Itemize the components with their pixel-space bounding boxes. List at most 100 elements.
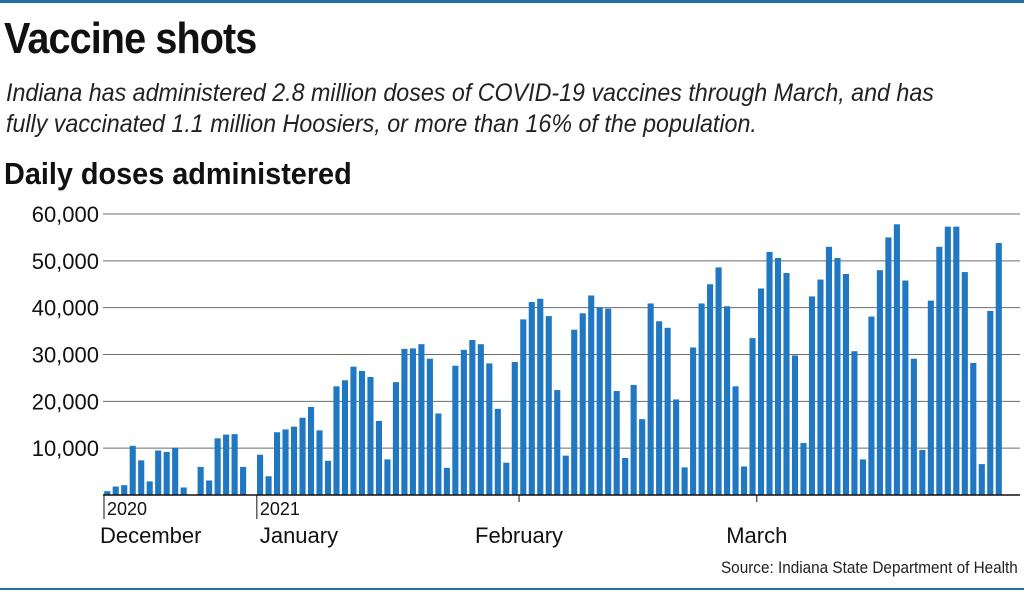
bar xyxy=(868,316,875,495)
bar xyxy=(724,306,731,495)
bar xyxy=(477,344,484,495)
bar xyxy=(834,258,841,495)
bar xyxy=(639,419,646,495)
bar xyxy=(681,467,688,495)
bar xyxy=(579,313,586,495)
bar xyxy=(919,450,926,495)
y-axis-tick-labels: 10,000 20,000 30,000 40,000 50,000 60,000 xyxy=(32,202,99,461)
bar xyxy=(452,365,459,495)
month-label: February xyxy=(475,523,563,548)
bar xyxy=(392,382,399,495)
bar xyxy=(206,480,213,495)
bar xyxy=(426,358,433,495)
bar xyxy=(647,303,654,495)
y-tick-label: 10,000 xyxy=(32,436,99,461)
bar xyxy=(876,270,883,495)
bar xyxy=(757,288,765,495)
bar xyxy=(197,466,204,495)
x-axis: 2020 2021 December January February March xyxy=(100,494,1020,548)
bar xyxy=(341,380,349,495)
bar xyxy=(350,366,357,495)
bar xyxy=(537,298,544,495)
bar xyxy=(435,413,442,495)
bar xyxy=(987,310,994,495)
bar xyxy=(494,408,501,495)
bar xyxy=(732,386,739,495)
bar xyxy=(978,464,985,495)
bar xyxy=(316,430,323,495)
bar xyxy=(885,237,892,495)
bar xyxy=(613,391,620,495)
page-subtitle: Indiana has administered 2.8 million dos… xyxy=(6,79,934,138)
bar xyxy=(155,450,162,495)
bar xyxy=(910,358,917,495)
bar xyxy=(774,258,782,495)
bar xyxy=(520,319,527,495)
bar xyxy=(808,296,816,495)
bar xyxy=(707,284,714,495)
bar xyxy=(791,355,799,495)
bar xyxy=(630,384,637,495)
bar xyxy=(783,273,790,495)
bar xyxy=(257,454,264,495)
bar xyxy=(460,349,467,495)
y-tick-label: 40,000 xyxy=(32,296,99,321)
bar xyxy=(571,329,578,495)
bar xyxy=(588,295,595,495)
top-rule xyxy=(0,0,1024,3)
page-title: Vaccine shots xyxy=(4,14,257,63)
bars xyxy=(104,224,1002,495)
bar xyxy=(418,344,425,495)
bar xyxy=(851,351,858,495)
bar xyxy=(104,491,111,495)
bar xyxy=(282,429,289,495)
bar xyxy=(121,485,128,495)
bar xyxy=(112,486,119,495)
bar xyxy=(842,273,849,495)
bar xyxy=(953,226,960,495)
bar xyxy=(163,451,170,495)
y-tick-label: 20,000 xyxy=(32,389,99,414)
bar xyxy=(749,338,756,495)
bar xyxy=(961,272,968,495)
bar xyxy=(740,466,748,495)
bar xyxy=(486,363,493,495)
bar xyxy=(503,462,510,495)
bar xyxy=(562,455,569,495)
bar xyxy=(936,246,943,495)
bar xyxy=(673,399,680,495)
bar xyxy=(358,370,366,495)
bar xyxy=(545,316,552,495)
bar xyxy=(172,447,179,495)
bar xyxy=(800,443,807,495)
bar xyxy=(214,438,221,495)
bar xyxy=(274,432,281,495)
chart-title: Daily doses administered xyxy=(4,156,352,191)
bar xyxy=(138,460,145,495)
bar xyxy=(664,327,671,495)
y-tick-label: 30,000 xyxy=(32,343,99,368)
bar xyxy=(180,487,187,495)
bar xyxy=(902,280,909,495)
bar xyxy=(715,267,722,495)
year-label: 2021 xyxy=(260,499,300,519)
bar xyxy=(333,386,340,495)
bar xyxy=(622,458,629,495)
bar xyxy=(307,406,315,495)
y-tick-label: 50,000 xyxy=(32,249,99,274)
gridlines xyxy=(103,213,1020,449)
bar xyxy=(656,321,663,495)
bar xyxy=(859,459,866,495)
source-note: Source: Indiana State Department of Heal… xyxy=(721,558,1018,577)
bar xyxy=(698,303,705,495)
bar xyxy=(401,348,408,495)
bar xyxy=(367,376,374,495)
bar xyxy=(511,361,518,495)
bar xyxy=(554,390,561,495)
bar xyxy=(690,347,697,495)
bar xyxy=(324,460,332,495)
bar xyxy=(766,251,773,495)
y-tick-label: 60,000 xyxy=(32,202,99,227)
bar xyxy=(596,307,603,495)
